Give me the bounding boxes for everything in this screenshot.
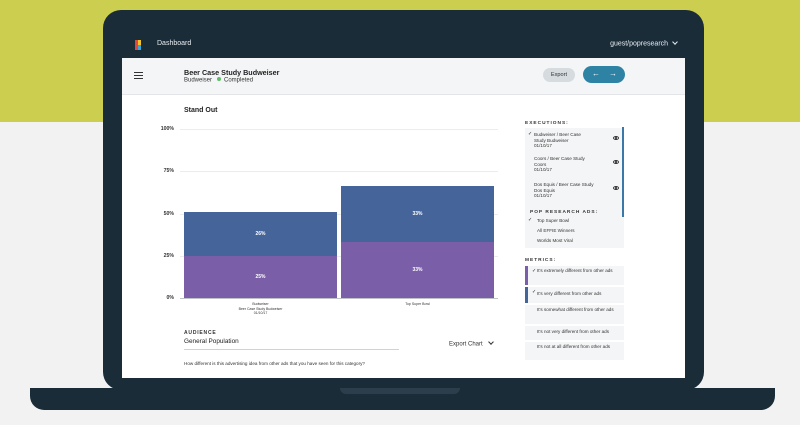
page-header: Beer Case Study Budweiser Budweiser Compl… <box>122 58 685 95</box>
bar-segment[interactable]: 26% <box>184 211 337 256</box>
eye-icon[interactable] <box>613 186 619 190</box>
metric-item[interactable]: ✓ It's extremely different from other ad… <box>525 266 624 285</box>
audience-select[interactable]: General Population <box>184 338 399 350</box>
status-dot-icon <box>217 77 222 81</box>
executions-scrollbar[interactable] <box>622 127 624 217</box>
y-tick-label: 75% <box>163 168 174 175</box>
eye-icon[interactable] <box>613 160 619 164</box>
export-button[interactable]: Export <box>543 68 575 82</box>
pop-ad-item[interactable]: Worlds Most Viral <box>537 238 573 243</box>
gridline <box>180 255 498 257</box>
pop-research-ads-panel: POP RESEARCH ADS: ✓ Top Super Bowl All E… <box>525 206 624 248</box>
checkbox-checked-icon[interactable]: ✓ <box>528 131 533 137</box>
metric-label: It's very different from other ads <box>537 291 602 296</box>
execution-date: 01/10/17 <box>534 193 552 199</box>
pop-ad-item[interactable]: All EFFIE Winners <box>537 228 575 233</box>
bar-value-label: 33% <box>412 211 423 218</box>
metric-color-swatch <box>525 266 528 285</box>
metric-color-swatch <box>525 287 528 303</box>
x-tick-label: Top Super Bowl <box>405 302 430 306</box>
execution-name: Coors / Beer Case Study <box>534 156 585 161</box>
execution-name-cont: Study Budweiser <box>534 137 569 143</box>
execution-date: 01/10/17 <box>534 143 552 149</box>
execution-date: 01/10/17 <box>534 167 552 173</box>
section-title: Stand Out <box>184 107 218 114</box>
execution-item[interactable]: ✓ Budweiser / Beer Case Study Budweiser … <box>525 130 624 155</box>
executions-list: ✓ Budweiser / Beer Case Study Budweiser … <box>525 128 624 210</box>
y-tick-label: 100% <box>160 126 174 132</box>
metric-item[interactable]: It's not at all different from other ads <box>525 342 624 360</box>
pop-research-ads-title: POP RESEARCH ADS: <box>530 210 599 215</box>
eye-icon[interactable] <box>613 136 619 140</box>
arrow-left-icon[interactable]: ← <box>592 69 600 78</box>
metrics-title: METRICS: <box>525 258 557 263</box>
metric-label: It's not at all different from other ads <box>537 344 611 349</box>
pop-ad-item[interactable]: Top Super Bowl <box>537 218 570 223</box>
chevron-down-icon <box>672 39 678 45</box>
user-menu[interactable]: guest/popresearch <box>610 39 678 48</box>
bar-segment[interactable]: 33% <box>341 186 494 243</box>
top-navbar: Dashboard guest/popresearch <box>122 32 685 58</box>
execution-item[interactable]: Dos Equis / Beer Case Study Dos Equis 01… <box>525 182 624 207</box>
laptop-notch <box>340 388 460 394</box>
brand-name: Budweiser <box>184 77 213 84</box>
chevron-down-icon <box>488 339 495 345</box>
status-text: Completed <box>224 77 254 84</box>
nav-arrows-group: ← → <box>583 66 625 83</box>
execution-name-cont: Dos Equis <box>534 187 555 193</box>
laptop-base <box>30 388 775 410</box>
question-text: How different is this advertising idea f… <box>184 361 365 366</box>
y-tick-label: 50% <box>163 210 174 217</box>
nav-title[interactable]: Dashboard <box>157 40 192 47</box>
export-chart-label: Export Chart <box>449 341 483 348</box>
y-tick-label: 25% <box>163 252 174 259</box>
bar-value-label: 26% <box>255 230 266 237</box>
export-chart-button[interactable]: Export Chart <box>449 339 495 348</box>
x-tick-label: Budweiser Beer Case Study Budweiser 01/10/… <box>238 302 283 315</box>
bar-segment[interactable]: 33% <box>341 242 494 298</box>
x-axis <box>180 298 498 299</box>
metric-label: It's extremely different from other ads <box>537 268 613 273</box>
app-screen: Dashboard guest/popresearch Beer Case St… <box>122 32 685 378</box>
page-subtitle: Budweiser Completed <box>184 77 253 84</box>
checkbox-checked-icon[interactable]: ✓ <box>532 289 537 295</box>
logo-icon[interactable] <box>135 40 142 50</box>
page-title: Beer Case Study Budweiser <box>184 68 280 77</box>
checkbox-checked-icon[interactable]: ✓ <box>528 217 533 223</box>
gridline <box>180 213 498 215</box>
audience-label: AUDIENCE <box>184 330 217 336</box>
gridline <box>180 129 498 130</box>
metric-item[interactable]: ✓ It's very different from other ads <box>525 287 624 303</box>
menu-icon[interactable] <box>134 72 143 79</box>
bar-value-label: 33% <box>412 267 423 274</box>
execution-name-cont: Coors <box>534 161 547 167</box>
metric-label: It's somewhat different from other ads <box>537 307 614 312</box>
gridline <box>180 171 498 173</box>
metric-label: It's not very different from other ads <box>537 329 610 334</box>
metric-item[interactable]: It's not very different from other ads <box>525 326 624 340</box>
metric-item[interactable]: It's somewhat different from other ads <box>525 305 624 324</box>
execution-name: Dos Equis / Beer Case Study <box>534 182 594 187</box>
execution-name: Budweiser / Beer Case <box>534 132 581 137</box>
arrow-right-icon[interactable]: → <box>609 69 617 78</box>
y-tick-label: 0% <box>166 295 175 301</box>
execution-item[interactable]: Coors / Beer Case Study Coors 01/10/17 <box>525 156 624 181</box>
checkbox-checked-icon[interactable]: ✓ <box>532 268 537 274</box>
executions-title: EXECUTIONS: <box>525 121 569 126</box>
user-name: guest/popresearch <box>610 40 669 48</box>
bar-segment[interactable]: 25% <box>184 255 337 298</box>
bar-value-label: 25% <box>255 273 266 280</box>
